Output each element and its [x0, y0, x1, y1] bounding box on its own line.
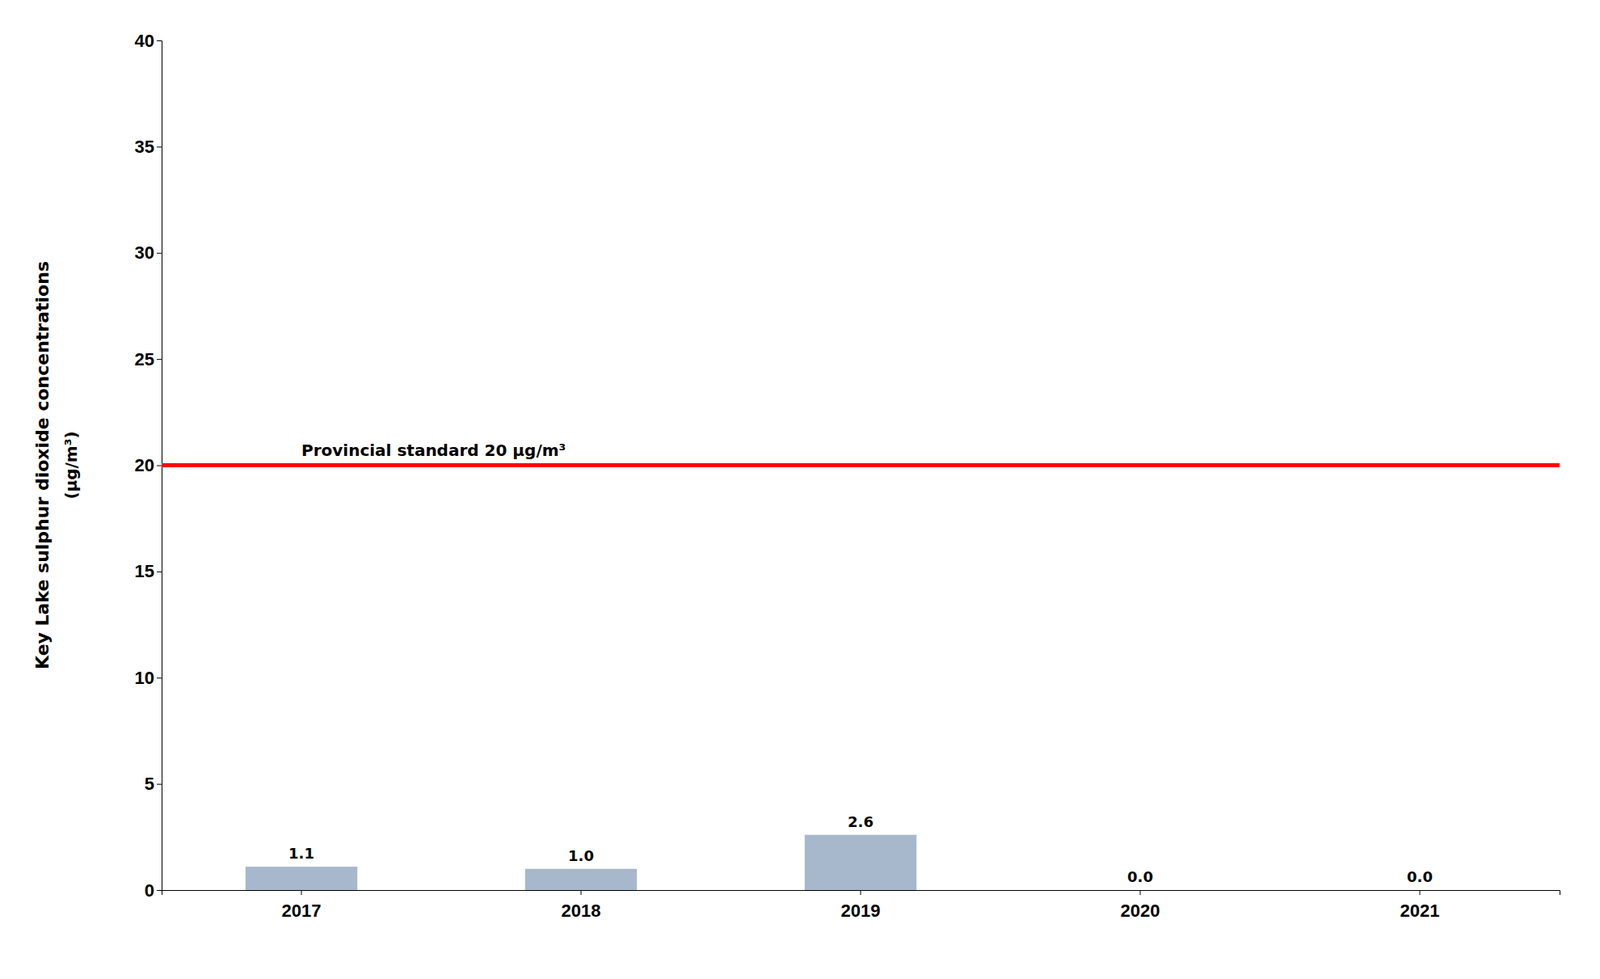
bar	[1364, 889, 1476, 891]
tick-label: 2018	[561, 900, 602, 921]
marks	[161, 465, 1560, 891]
reference-line	[161, 463, 1560, 468]
chart: 0510152025303540201720182019202020211.11…	[0, 0, 1600, 979]
data-label: 2.6	[847, 812, 874, 830]
tick-mark	[156, 465, 162, 467]
tick-label: 10	[134, 667, 155, 688]
tick: 2019	[841, 889, 881, 921]
tick: 35	[134, 136, 162, 157]
tick-mark	[581, 889, 582, 895]
tick: 2018	[561, 889, 602, 921]
tick-label: 2017	[282, 900, 322, 921]
tick: 5	[144, 773, 162, 794]
tick: 2017	[282, 889, 322, 921]
bar	[245, 866, 358, 890]
data-label: 0.0	[1406, 867, 1433, 885]
plot: 0510152025303540201720182019202020211.11…	[134, 30, 1561, 922]
data-label: 1.0	[568, 846, 594, 864]
tick-label: 25	[134, 349, 155, 370]
tick-label: 5	[144, 773, 155, 794]
tick-mark	[860, 889, 862, 895]
tick-mark	[1419, 889, 1421, 895]
y-axis-units: (μg/m³)	[61, 430, 81, 499]
tick-label: 20	[134, 454, 155, 476]
tick-mark	[156, 358, 162, 360]
tick-mark	[156, 146, 162, 148]
data-label: 0.0	[1127, 867, 1154, 885]
tick-mark	[1140, 889, 1142, 895]
axis-line	[162, 890, 1561, 896]
axis-line	[156, 41, 163, 891]
tick: 0	[144, 880, 162, 901]
tick-mark	[301, 889, 303, 895]
tick: 10	[134, 667, 162, 688]
x-axis: 2017 2018 2019 2020 2021	[162, 889, 1561, 921]
annotations: 1.1 1.0 2.6 0.0 0.0 Provincial standard 20 μg…	[288, 440, 1433, 886]
reference-label: Provincial standard 20 μg/m³	[301, 440, 566, 460]
chart-container: 0510152025303540201720182019202020211.11…	[0, 0, 1600, 979]
tick-mark	[156, 889, 162, 891]
tick-label: 40	[134, 30, 155, 51]
tick-label: 35	[134, 136, 155, 157]
data-label: 1.1	[288, 844, 315, 862]
bar	[804, 834, 917, 890]
tick-label: 15	[134, 560, 155, 582]
tick-label: 2020	[1120, 900, 1161, 921]
tick-label: 2019	[841, 900, 881, 921]
tick-label: 2021	[1400, 900, 1440, 921]
tick: 2021	[1400, 889, 1440, 921]
tick-label: 0	[144, 880, 155, 901]
y-axis: 0 5 10 15 20 25 30 35 40	[134, 30, 163, 901]
bar	[525, 868, 637, 890]
tick: 20	[134, 454, 162, 476]
tick: 30	[134, 242, 162, 263]
tick-label: 30	[134, 242, 155, 263]
tick: 40	[134, 30, 162, 51]
tick-mark	[156, 571, 162, 573]
bar	[1084, 889, 1196, 891]
tick: 2020	[1120, 889, 1161, 921]
tick-mark	[156, 677, 162, 678]
tick-mark	[156, 40, 162, 42]
y-axis-title: Key Lake sulphur dioxide concentrations	[32, 261, 53, 670]
tick-mark	[156, 783, 162, 785]
tick: 25	[134, 349, 162, 370]
tick: 15	[134, 560, 162, 582]
tick-mark	[156, 252, 162, 254]
